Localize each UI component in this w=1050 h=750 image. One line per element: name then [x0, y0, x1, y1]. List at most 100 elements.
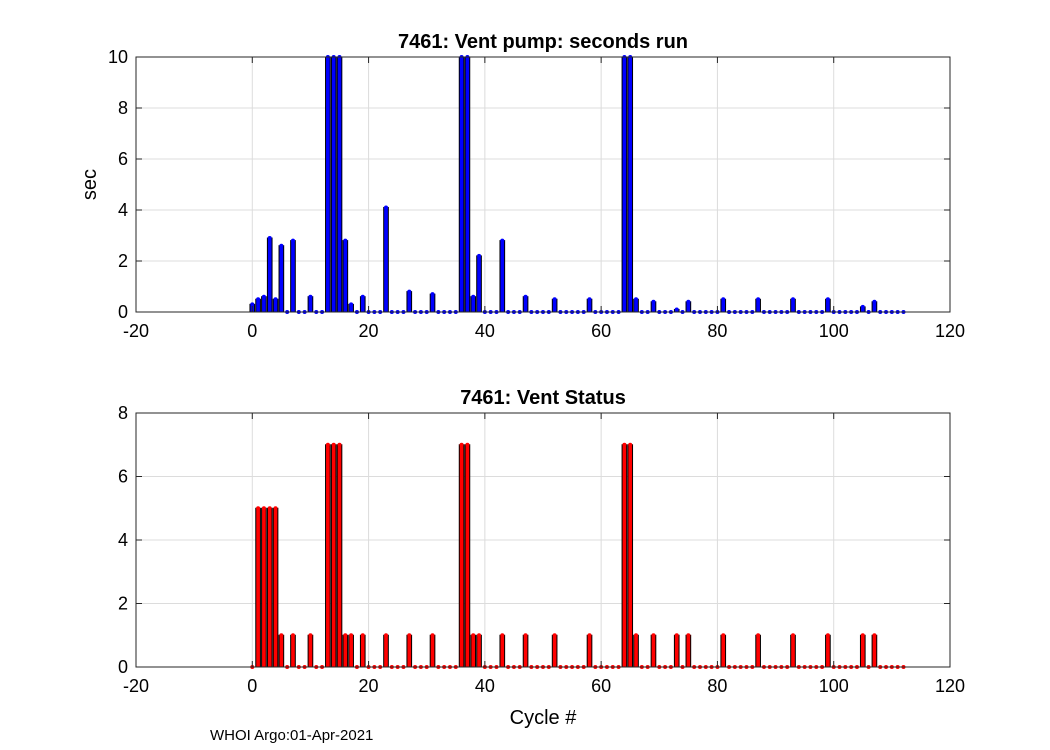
data-point	[634, 633, 639, 638]
bar	[633, 634, 639, 668]
bar	[255, 507, 261, 668]
x-tick-label: 0	[247, 676, 257, 696]
data-point	[825, 633, 830, 638]
x-tick-label: 100	[819, 321, 849, 341]
bar	[790, 634, 796, 668]
bar	[522, 634, 529, 668]
data-point	[267, 506, 272, 511]
plot-area	[136, 57, 950, 312]
data-point	[279, 243, 284, 248]
data-point	[465, 442, 470, 447]
data-point	[349, 633, 354, 638]
bar	[429, 634, 436, 668]
bar	[325, 444, 331, 668]
y-tick-label: 4	[118, 530, 128, 550]
bar	[290, 634, 296, 668]
x-tick-label: 20	[359, 676, 379, 696]
bar	[406, 291, 413, 313]
axes-box	[135, 56, 951, 313]
data-point	[674, 307, 679, 312]
data-point	[686, 299, 691, 304]
x-tick-label: 120	[935, 676, 965, 696]
bar	[330, 56, 337, 313]
y-tick-label: 6	[118, 149, 128, 169]
y-tick-label: 8	[118, 403, 128, 423]
data-point	[552, 297, 557, 302]
bar	[621, 444, 628, 668]
bar	[266, 237, 273, 313]
bar	[458, 56, 465, 313]
bar	[470, 634, 477, 668]
x-tick-label: 60	[591, 676, 611, 696]
data-point	[756, 297, 761, 302]
data-point	[407, 633, 412, 638]
data-point	[256, 297, 261, 302]
bar	[429, 293, 436, 313]
bar	[859, 634, 866, 668]
data-point	[308, 633, 313, 638]
data-point	[587, 633, 592, 638]
data-point	[267, 236, 272, 241]
bar	[342, 634, 349, 668]
bar	[261, 296, 267, 313]
data-point	[523, 633, 528, 638]
bar	[720, 634, 727, 668]
bar	[278, 634, 285, 668]
data-point	[477, 253, 482, 258]
x-tick-label: 60	[591, 321, 611, 341]
x-tick-label: 100	[819, 676, 849, 696]
bar	[627, 56, 634, 313]
y-tick-label: 8	[118, 98, 128, 118]
data-point	[343, 633, 348, 638]
data-point	[721, 297, 726, 302]
data-point	[477, 633, 482, 638]
chart-title: 7461: Vent pump: seconds run	[398, 31, 688, 53]
bar	[290, 240, 296, 313]
x-tick-label: -20	[123, 676, 149, 696]
bar	[342, 240, 349, 313]
bar	[359, 296, 366, 313]
data-point	[308, 294, 313, 299]
data-point	[360, 294, 365, 299]
data-point	[279, 633, 284, 638]
data-point	[721, 633, 726, 638]
bar	[476, 255, 482, 313]
bar	[330, 444, 337, 668]
y-tick-label: 6	[118, 467, 128, 487]
data-point	[791, 297, 796, 302]
data-point	[872, 299, 877, 304]
y-tick-label: 2	[118, 251, 128, 271]
bar	[621, 56, 628, 313]
bar	[627, 444, 634, 668]
data-point	[337, 442, 342, 447]
data-point	[500, 238, 505, 243]
bar	[470, 296, 477, 313]
x-tick-label: 80	[707, 321, 727, 341]
y-tick-label: 0	[118, 657, 128, 677]
data-point	[651, 299, 656, 304]
y-tick-label: 4	[118, 200, 128, 220]
data-point	[384, 205, 389, 210]
bar	[307, 634, 314, 668]
data-point	[430, 292, 435, 297]
x-tick-label: 40	[475, 321, 495, 341]
data-point	[791, 633, 796, 638]
bar	[499, 240, 506, 313]
data-point	[459, 442, 464, 447]
y-tick-label: 2	[118, 594, 128, 614]
data-point	[343, 238, 348, 243]
y-tick-label: 10	[108, 47, 128, 67]
bar	[825, 634, 831, 668]
bar	[278, 245, 285, 313]
data-point	[686, 633, 691, 638]
bar	[871, 634, 878, 668]
bar	[406, 634, 413, 668]
bar	[383, 634, 389, 668]
bar	[650, 634, 657, 668]
x-tick-label: 120	[935, 321, 965, 341]
bar	[336, 444, 343, 668]
data-point	[500, 633, 505, 638]
bar	[325, 56, 331, 313]
